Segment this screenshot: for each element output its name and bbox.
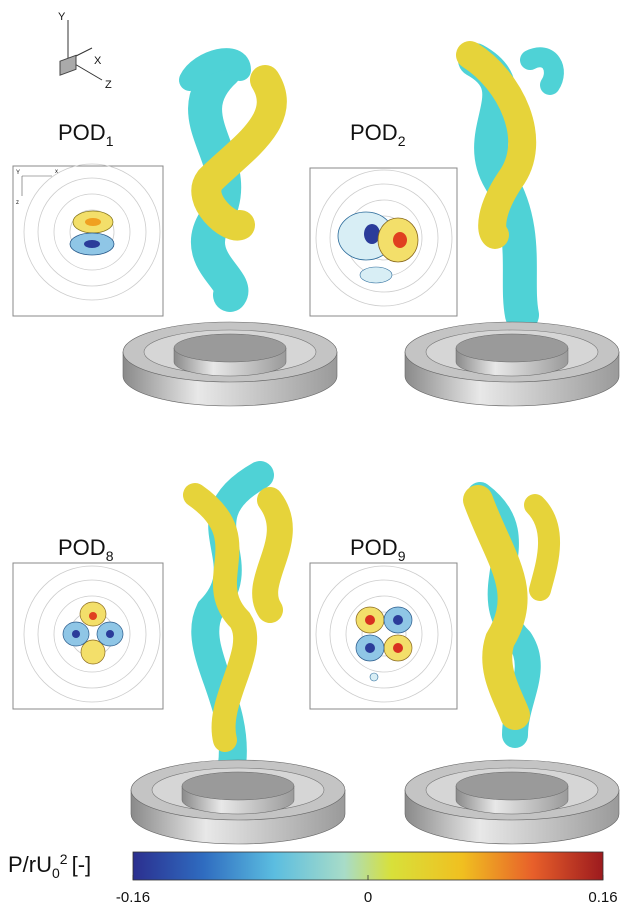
axis-triad: Y X Z (58, 11, 112, 91)
colorbar: P/rU02 [-] (8, 851, 604, 881)
panel-label: POD9 (350, 535, 406, 564)
panel-label: POD8 (58, 535, 114, 564)
svg-text:x: x (55, 169, 58, 175)
colorbar-title: P/rU02 [-] (8, 851, 91, 881)
colorbar-tick-label: 0.16 (588, 889, 617, 906)
panel-pod2: POD2 (309, 41, 620, 407)
svg-text:z: z (16, 200, 19, 206)
panel-pod9: POD9 (309, 482, 620, 845)
svg-text:Y: Y (16, 170, 20, 176)
triad-z: Z (105, 79, 112, 91)
panel-label: POD1 (58, 120, 114, 149)
triad-x: X (94, 55, 102, 67)
triad-y: Y (58, 11, 66, 23)
colorbar-tick-label: -0.16 (116, 889, 150, 906)
colorbar-tick-label: 0 (364, 889, 372, 906)
panel-label: POD2 (350, 120, 406, 149)
inset (309, 562, 458, 710)
panel-pod8: POD8 (12, 461, 346, 845)
